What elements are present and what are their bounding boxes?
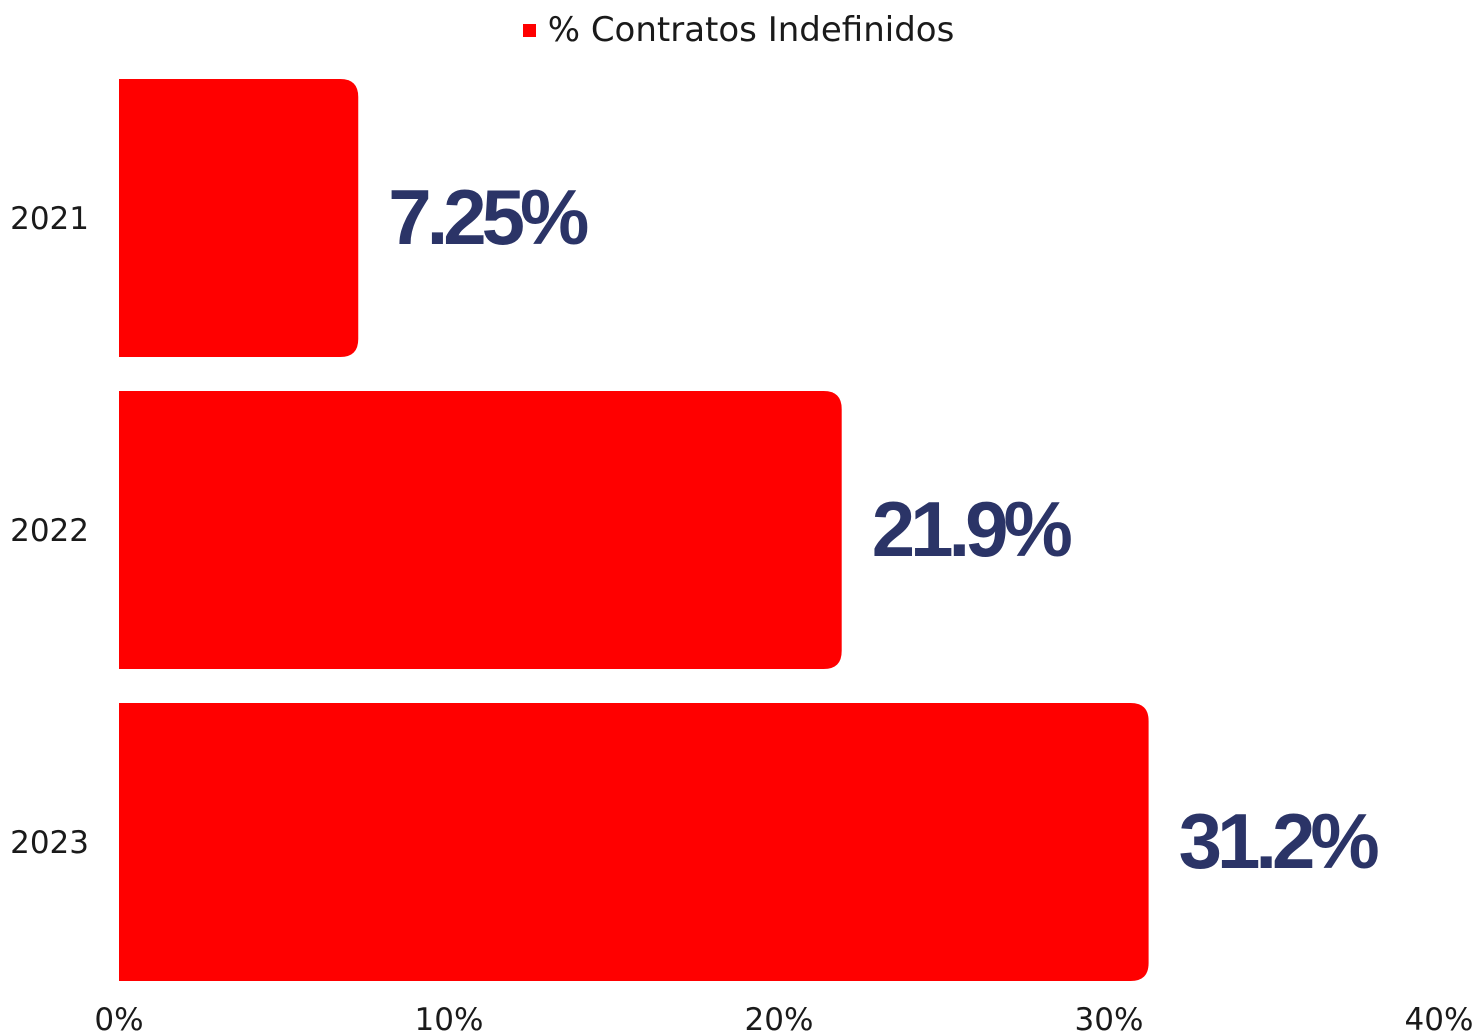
bar-2023: [119, 703, 1149, 981]
x-tick-label: 0%: [94, 1002, 143, 1032]
category-label-2023: 2023: [10, 825, 89, 861]
legend: % Contratos Indefinidos: [0, 10, 1477, 50]
data-label-2021: 7.25%: [388, 173, 588, 261]
data-label-2022: 21.9%: [872, 485, 1072, 573]
data-label-2023: 31.2%: [1179, 797, 1379, 885]
x-tick-label: 20%: [745, 1002, 814, 1032]
x-tick-label: 30%: [1075, 1002, 1144, 1032]
bar-2021: [119, 79, 359, 357]
category-label-2022: 2022: [10, 513, 89, 549]
x-tick-label: 10%: [415, 1002, 484, 1032]
x-tick-label: 40%: [1405, 1002, 1474, 1032]
category-label-2021: 2021: [10, 201, 89, 237]
bar-2022: [119, 391, 842, 669]
legend-label: % Contratos Indefinidos: [547, 10, 955, 50]
legend-swatch: [522, 23, 536, 37]
